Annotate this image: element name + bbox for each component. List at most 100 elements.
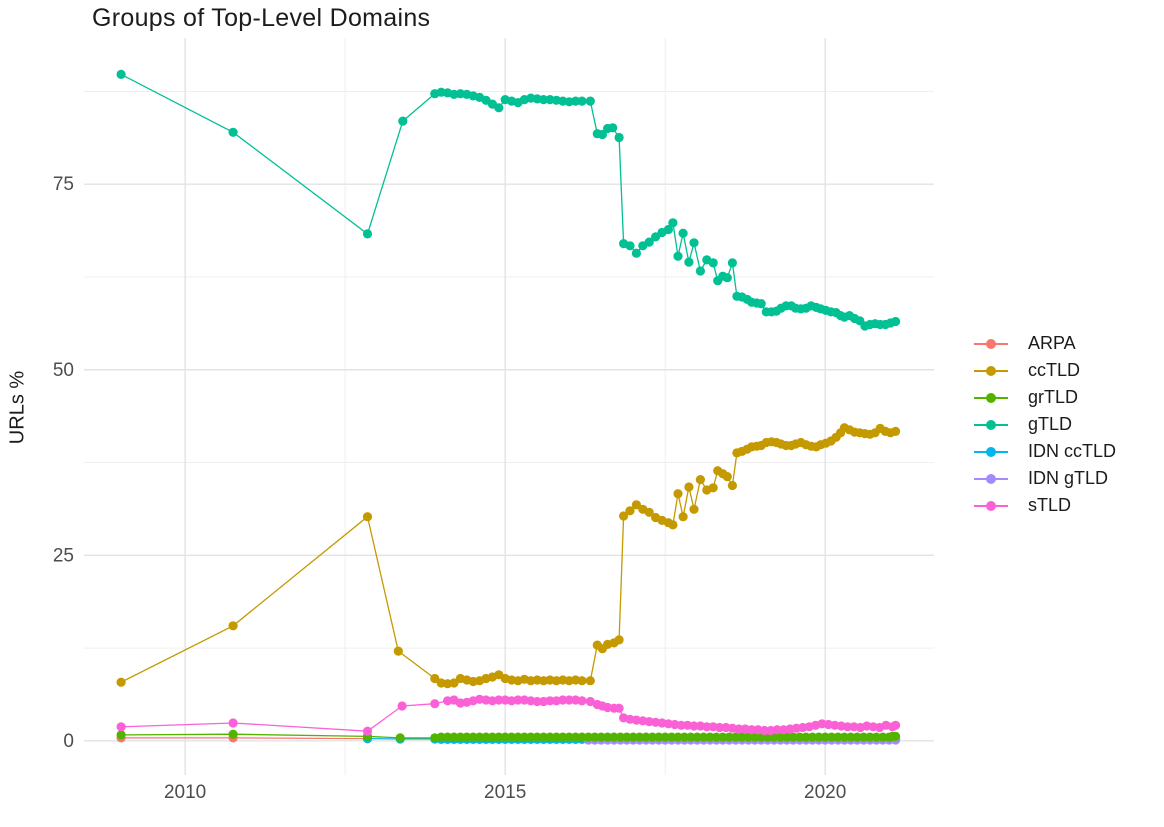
series-grtld-point (526, 732, 536, 742)
series-grtld-point (116, 730, 126, 740)
series-grtld-point (673, 732, 683, 742)
series-grtld-point (788, 732, 798, 742)
series-grtld-point (462, 732, 472, 742)
series-stld-point (585, 696, 595, 707)
series-arpa-line (121, 737, 368, 740)
series-stld-point (397, 701, 407, 711)
legend-key-icon (974, 392, 1008, 404)
series-grtld-point (775, 732, 786, 742)
series-gtld-point (663, 224, 674, 235)
series-stld-point (362, 726, 373, 736)
series-gtld-point (727, 258, 738, 268)
series-gtld-point (891, 316, 901, 327)
series-grtld-point (513, 732, 523, 742)
legend-key-icon (974, 365, 1008, 377)
series-grtld-point (596, 732, 606, 742)
series-gtld-point (398, 116, 408, 126)
series-gtld-point (695, 266, 706, 276)
legend-key-icon (974, 473, 1008, 485)
series-grtld-point (494, 732, 504, 742)
series-gtld-point (631, 248, 642, 258)
x-tick-label: 2010 (164, 782, 206, 803)
series-grtld-point (782, 732, 792, 742)
legend-key-icon (974, 500, 1008, 512)
series-grtld-point (731, 732, 741, 742)
series-grtld-point (654, 732, 664, 742)
series-grtld-point (590, 732, 600, 742)
series-gtld-point (678, 228, 688, 238)
series-grtld-point (743, 732, 754, 742)
series-stld-point (545, 696, 555, 706)
series-grtld-point (737, 732, 747, 742)
series-cctld-point (689, 504, 699, 514)
series-grtld-point (577, 732, 587, 742)
series-stld-point (747, 725, 757, 735)
series-stld-point (702, 722, 712, 732)
series-stld-point (116, 722, 126, 732)
series-gtld-point (228, 127, 238, 137)
series-stld-point (564, 695, 574, 705)
series-grtld-point (564, 732, 574, 742)
series-grtld-point (603, 732, 613, 742)
series-cctld-point (362, 512, 373, 522)
series-gtld-point (116, 69, 126, 79)
chart-title: Groups of Top-Level Domains (92, 4, 431, 32)
series-stld-point (228, 718, 238, 728)
series-cctld-point (668, 520, 678, 530)
series-cctld-point (449, 678, 459, 688)
legend-item-arpa: ARPA (974, 330, 1116, 357)
series-stld-point (715, 722, 725, 733)
series-grtld-point (699, 732, 709, 742)
y-tick-label: 0 (63, 731, 74, 752)
series-grtld-point (628, 732, 638, 742)
series-gtld-point (644, 237, 654, 247)
series-stld-point (614, 703, 624, 713)
series-stld-point (577, 696, 587, 706)
series-gtld-point (585, 96, 595, 106)
series-cctld-point (625, 506, 635, 516)
series-cctld-point (614, 635, 624, 645)
x-tick-label: 2020 (804, 782, 846, 803)
series-cctld-point (393, 646, 403, 656)
series-grtld-point (609, 732, 619, 742)
x-tick-label: 2015 (484, 782, 526, 803)
series-grtld-point (481, 732, 491, 742)
legend-label: IDN ccTLD (1028, 441, 1117, 461)
series-stld-point (772, 725, 782, 735)
series-stld-point (843, 722, 853, 732)
series-stld-point (513, 695, 523, 705)
series-grtld-point (839, 732, 850, 742)
series-grtld-point (692, 732, 702, 742)
series-stld-point (532, 696, 542, 707)
series-grtld-point (807, 732, 818, 742)
series-gtld-point (539, 95, 549, 105)
series-grtld-point (795, 732, 805, 742)
series-stld-point (676, 720, 686, 730)
legend-label: grTLD (1028, 387, 1079, 407)
series-grtld-point (846, 732, 856, 742)
series-grtld-point (487, 732, 497, 742)
series-grtld-point (519, 732, 530, 742)
legend-item-grtld: grTLD (974, 384, 1116, 411)
series-cctld-point (684, 482, 694, 492)
series-grtld-point (558, 732, 568, 742)
series-stld-point (558, 695, 568, 705)
y-tick-label: 75 (53, 174, 74, 195)
legend-label: sTLD (1028, 495, 1072, 515)
series-grtld-point (551, 732, 562, 742)
series-grtld-point (395, 733, 405, 743)
legend-item-idn-gtld: IDN gTLD (974, 465, 1116, 492)
series-grtld-point (500, 732, 510, 742)
series-grtld-point (455, 732, 465, 742)
series-cctld-point (678, 512, 688, 522)
series-grtld-point (667, 732, 677, 742)
legend-item-gtld: gTLD (974, 411, 1116, 438)
series-gtld-point (756, 299, 766, 309)
series-grtld-point (641, 732, 651, 742)
series-gtld-point (651, 232, 661, 242)
series-cctld-point (619, 511, 629, 521)
series-gtld-point (689, 238, 699, 248)
series-stld-point (734, 724, 744, 734)
series-grtld-point (615, 732, 626, 742)
